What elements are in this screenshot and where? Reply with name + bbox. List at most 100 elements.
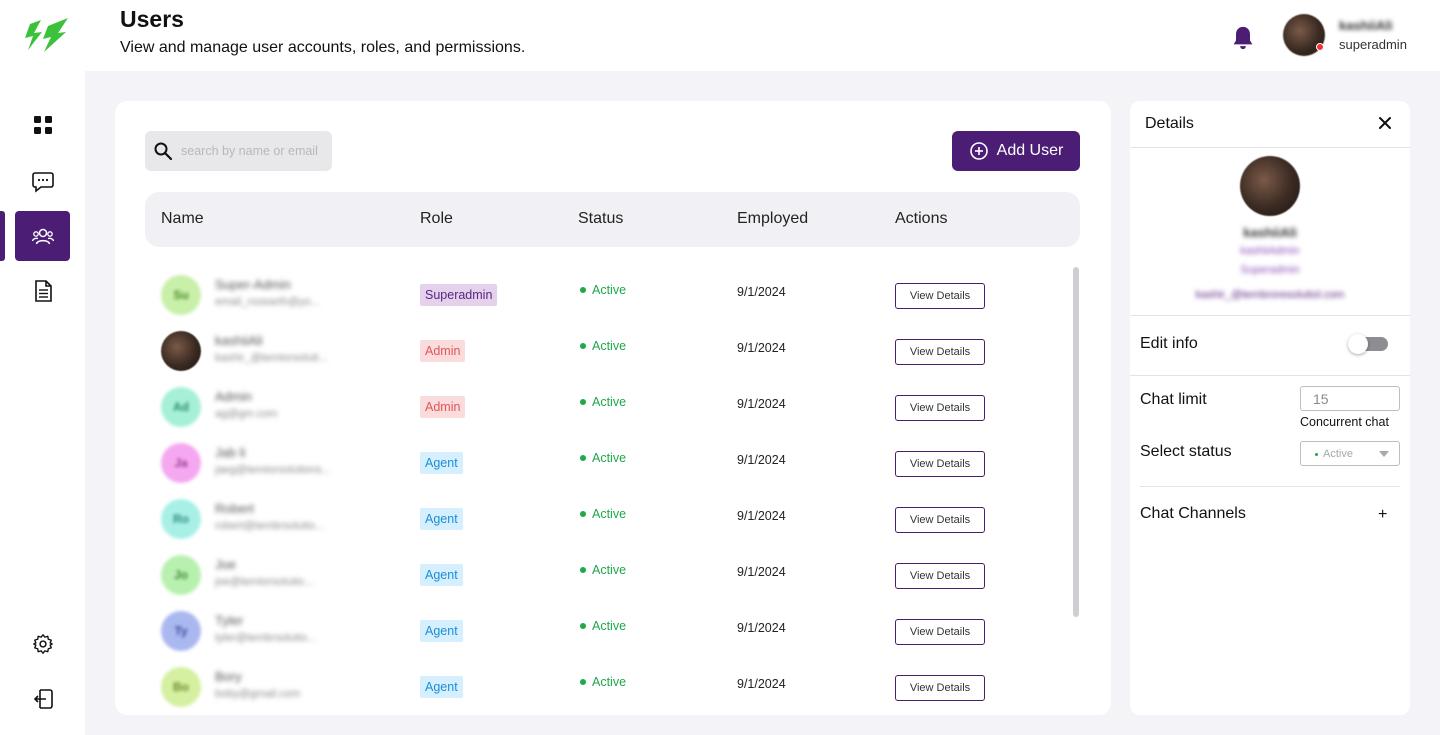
column-header-status[interactable]: Status <box>578 210 624 227</box>
details-avatar <box>1240 156 1300 216</box>
status-dot <box>580 623 586 629</box>
employed-date: 9/1/2024 <box>737 677 786 691</box>
avatar: Jo <box>161 555 201 595</box>
user-email: ag@gm.com <box>215 408 278 420</box>
view-details-button[interactable]: View Details <box>895 563 985 589</box>
status-text: Active <box>592 283 627 297</box>
column-header-name[interactable]: Name <box>161 210 204 227</box>
status-badge: Active <box>580 451 626 465</box>
toggle-knob <box>1348 334 1368 354</box>
sidebar-item-logout[interactable] <box>15 674 70 724</box>
user-name: Bory <box>215 669 242 684</box>
active-nav-marker <box>0 211 5 261</box>
edit-info-toggle[interactable] <box>1348 334 1388 354</box>
user-name: Admin <box>215 389 252 404</box>
role-badge: Agent <box>420 564 463 586</box>
view-details-button[interactable]: View Details <box>895 283 985 309</box>
divider <box>1140 486 1400 487</box>
details-role: Superadmin <box>1240 264 1300 276</box>
add-user-button[interactable]: Add User <box>952 131 1080 171</box>
role-badge: Superadmin <box>420 284 498 306</box>
avatar: Ro <box>161 499 201 539</box>
employed-date: 9/1/2024 <box>737 565 786 579</box>
user-email: joe@temtorsolutio... <box>215 576 313 588</box>
employed-date: 9/1/2024 <box>737 397 786 411</box>
employed-date: 9/1/2024 <box>737 285 786 299</box>
search-box[interactable] <box>145 131 332 171</box>
user-name: Tyler <box>215 613 244 628</box>
details-username: kashiiAdmin <box>1240 245 1300 257</box>
status-dot <box>1315 453 1318 456</box>
page-subtitle: View and manage user accounts, roles, an… <box>120 39 526 56</box>
employed-date: 9/1/2024 <box>737 341 786 355</box>
sidebar-item-users[interactable] <box>15 211 70 261</box>
chevron-down-icon <box>1379 451 1389 457</box>
sidebar-item-dashboard[interactable] <box>15 100 70 150</box>
sidebar-item-settings[interactable] <box>15 619 70 669</box>
page-header: Users View and manage user accounts, rol… <box>85 0 1440 71</box>
table-scrollbar[interactable] <box>1073 267 1079 617</box>
user-email: robert@tembrsolutio... <box>215 520 324 532</box>
close-icon[interactable] <box>1377 115 1393 131</box>
employed-date: 9/1/2024 <box>737 621 786 635</box>
divider <box>1130 147 1410 148</box>
table-row: Bo Bory boby@gmail.com Agent Active 9/1/… <box>115 659 1111 715</box>
status-select[interactable]: Active <box>1300 441 1400 466</box>
status-select-value: Active <box>1323 447 1353 460</box>
status-text: Active <box>592 675 627 689</box>
view-details-button[interactable]: View Details <box>895 675 985 701</box>
status-badge: Active <box>580 395 626 409</box>
table-row: Ja Jab li jaeg@temtorsolutions... Agent … <box>115 435 1111 491</box>
user-email: jaeg@temtorsolutions... <box>215 464 331 476</box>
view-details-button[interactable]: View Details <box>895 339 985 365</box>
add-channel-button[interactable]: + <box>1378 506 1388 523</box>
role-badge: Admin <box>420 340 466 362</box>
user-email: tyler@tembrsolutio... <box>215 632 317 644</box>
search-input[interactable] <box>181 141 324 161</box>
document-icon <box>34 280 52 302</box>
logo-icon <box>25 18 68 52</box>
status-badge: Active <box>580 283 626 297</box>
column-header-employed[interactable]: Employed <box>737 210 809 227</box>
logout-icon <box>33 689 53 709</box>
status-badge: Active <box>580 563 626 577</box>
table-row: Ro Robert robert@tembrsolutio... Agent A… <box>115 491 1111 547</box>
status-text: Active <box>592 507 627 521</box>
details-name: kashiiAli <box>1243 225 1297 240</box>
employed-date: 9/1/2024 <box>737 509 786 523</box>
select-status-label: Select status <box>1140 443 1232 460</box>
status-text: Active <box>592 339 627 353</box>
avatar: Ad <box>161 387 201 427</box>
status-dot <box>580 287 586 293</box>
concurrent-chat-label: Concurrent chat <box>1300 415 1389 429</box>
view-details-button[interactable]: View Details <box>895 619 985 645</box>
sidebar-item-chats[interactable] <box>15 156 70 206</box>
status-text: Active <box>592 395 627 409</box>
bell-icon[interactable] <box>1229 24 1257 52</box>
edit-info-label: Edit info <box>1140 335 1198 352</box>
chat-limit-input[interactable] <box>1300 386 1400 411</box>
view-details-button[interactable]: View Details <box>895 451 985 477</box>
user-name: kashiiAli <box>215 333 263 348</box>
column-header-role[interactable]: Role <box>420 210 453 227</box>
page-title: Users <box>120 6 184 32</box>
role-badge: Agent <box>420 508 463 530</box>
employed-date: 9/1/2024 <box>737 453 786 467</box>
status-text: Active <box>592 451 627 465</box>
details-panel: Details kashiiAli kashiiAdmin Superadmin… <box>1130 101 1410 715</box>
role-badge: Agent <box>420 676 463 698</box>
user-name: Robert <box>215 501 255 516</box>
role-badge: Admin <box>420 396 466 418</box>
view-details-button[interactable]: View Details <box>895 507 985 533</box>
view-details-button[interactable]: View Details <box>895 395 985 421</box>
status-dot <box>580 679 586 685</box>
avatar <box>161 331 201 371</box>
sidebar-item-reports[interactable] <box>15 266 70 316</box>
chat-limit-label: Chat limit <box>1140 391 1207 408</box>
details-title: Details <box>1145 115 1194 132</box>
table-row: Jo Joe joe@temtorsolutio... Agent Active… <box>115 547 1111 603</box>
divider <box>1130 315 1410 316</box>
avatar: Su <box>161 275 201 315</box>
table-row: Ad Admin ag@gm.com Admin Active 9/1/2024… <box>115 379 1111 435</box>
plus-circle-icon <box>969 142 988 160</box>
